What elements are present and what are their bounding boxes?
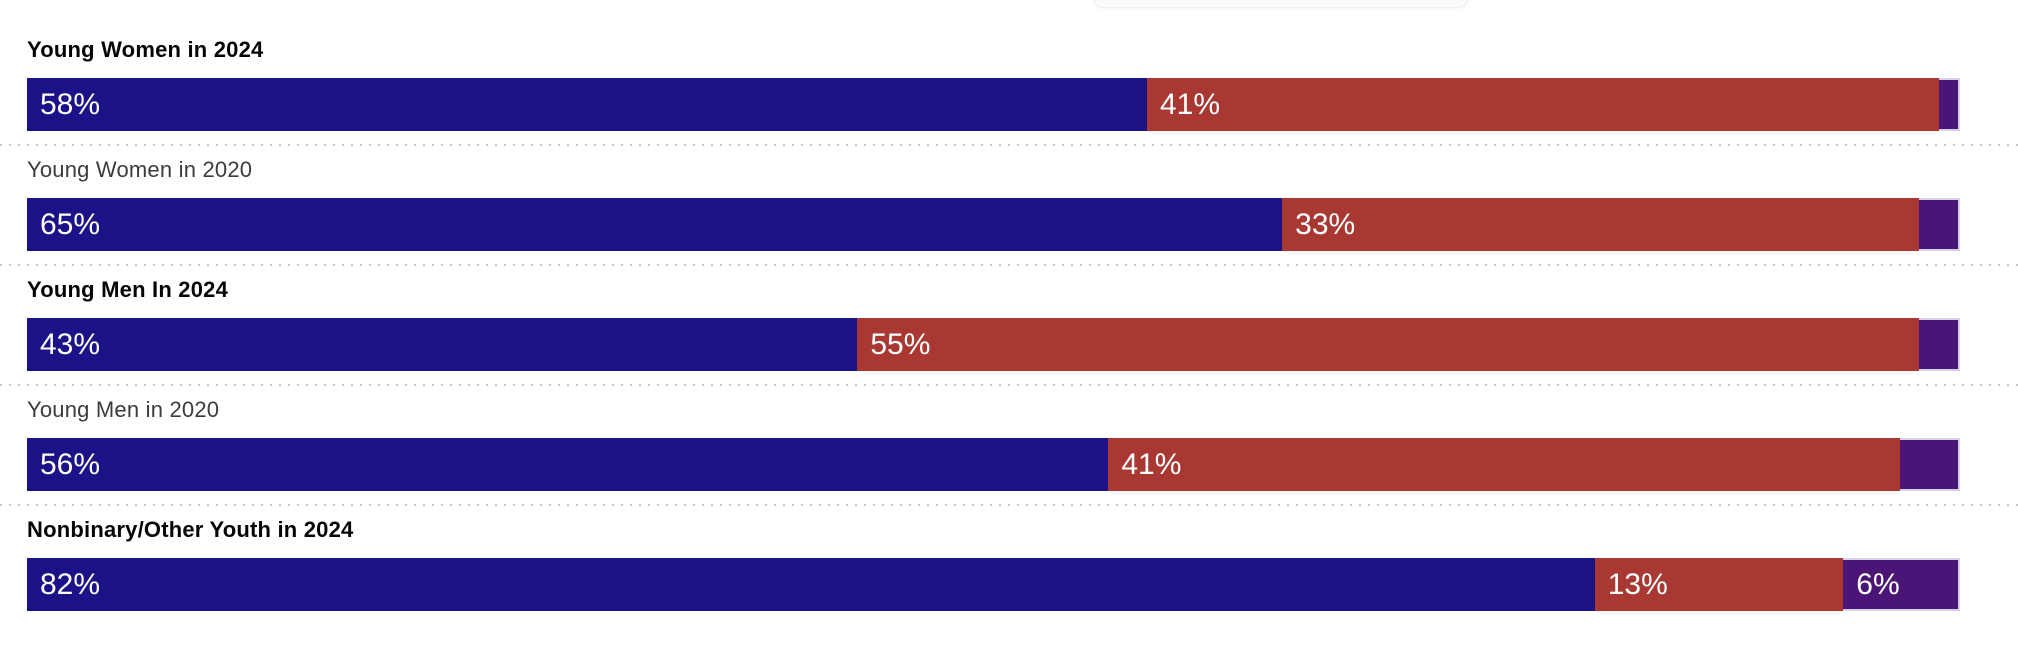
bar-segment-purple[interactable]	[1919, 318, 1960, 371]
row-divider-dotted	[0, 264, 2018, 266]
chart-row: Young Women in 2024 58% 41%	[0, 26, 2018, 146]
bar-segment-blue[interactable]: 65%	[27, 198, 1283, 251]
segment-value-label: 33%	[1295, 207, 1356, 241]
bar-rows-container: Young Women in 2024 58% 41% Young Women i…	[0, 26, 2018, 611]
category-label: Young Men In 2024	[27, 277, 229, 302]
bar-segment-blue[interactable]: 43%	[27, 318, 858, 371]
segment-value-label: 58%	[40, 87, 101, 121]
stacked-bar: 82% 13% 6%	[27, 558, 1961, 611]
segment-value-label: 13%	[1607, 567, 1668, 601]
category-label: Young Women in 2020	[27, 157, 253, 182]
bar-segment-blue[interactable]: 56%	[27, 438, 1109, 491]
segment-value-label: 41%	[1121, 447, 1182, 481]
bar-segment-red[interactable]: 41%	[1146, 78, 1939, 131]
partial-overlay-card	[1093, 0, 1468, 8]
bar-segment-red[interactable]: 33%	[1282, 198, 1920, 251]
bar-segment-purple[interactable]	[1938, 78, 1960, 131]
stacked-bar: 43% 55%	[27, 318, 1960, 371]
segment-value-label: 41%	[1159, 87, 1221, 121]
bar-segment-blue[interactable]: 82%	[27, 558, 1595, 611]
bar-segment-red[interactable]: 13%	[1594, 558, 1844, 611]
bar-segment-red[interactable]: 55%	[857, 318, 1920, 371]
segment-value-label: 56%	[40, 447, 101, 481]
category-label: Young Men in 2020	[27, 397, 220, 422]
segment-value-label: 65%	[40, 207, 101, 241]
bar-segment-red[interactable]: 41%	[1108, 438, 1901, 491]
chart-row: Nonbinary/Other Youth in 2024 82% 13% 6%	[27, 506, 1961, 611]
stacked-bar: 65% 33%	[27, 198, 1961, 251]
segment-value-label: 6%	[1856, 567, 1900, 601]
chart-row: Young Men in 2020 56% 41%	[0, 386, 2018, 506]
bar-segment-purple[interactable]	[1900, 438, 1960, 491]
category-label: Nonbinary/Other Youth in 2024	[27, 517, 354, 542]
category-label: Young Women in 2024	[27, 37, 264, 62]
segment-value-label: 43%	[40, 327, 101, 361]
chart-row: Young Men In 2024 43% 55%	[0, 266, 2018, 386]
stacked-bar: 56% 41%	[27, 438, 1960, 491]
row-divider-dotted	[0, 144, 2018, 146]
row-divider-dotted	[0, 384, 2018, 386]
bar-segment-purple[interactable]	[1919, 198, 1961, 251]
segment-value-label: 82%	[40, 567, 101, 601]
bar-segment-purple[interactable]: 6%	[1843, 558, 1961, 611]
bar-segment-blue[interactable]: 58%	[27, 78, 1147, 131]
stacked-bar: 58% 41%	[27, 78, 1960, 131]
segment-value-label: 55%	[870, 327, 931, 361]
row-divider-dotted	[0, 504, 2018, 506]
chart-row: Young Women in 2020 65% 33%	[0, 146, 2018, 266]
